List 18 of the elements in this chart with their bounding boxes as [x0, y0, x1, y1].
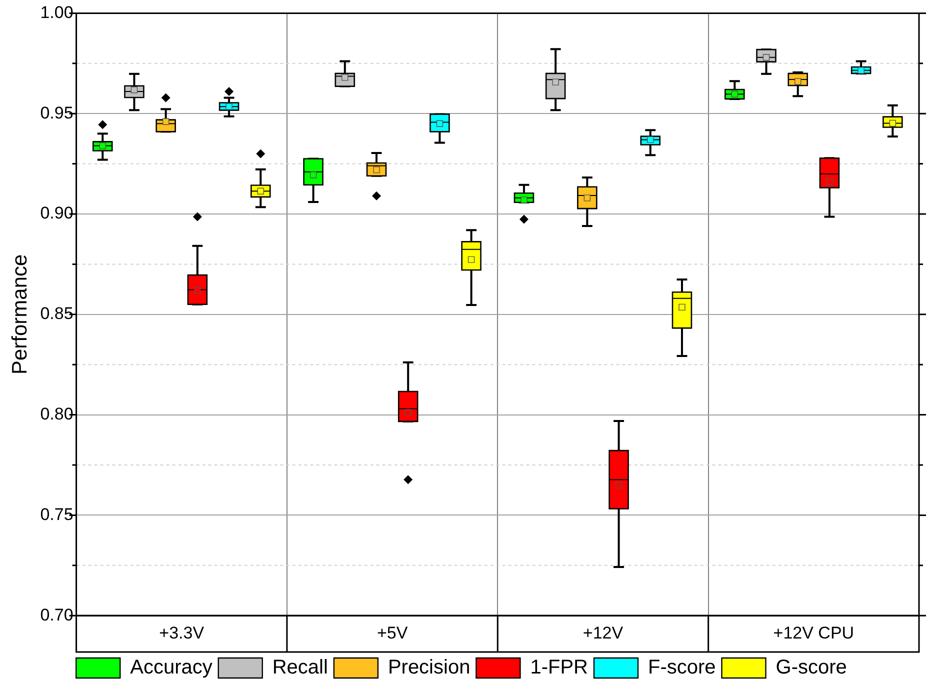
- legend-label: Recall: [272, 656, 328, 679]
- legend-label: G-score: [776, 656, 847, 679]
- y-tick-label: 0.70: [40, 605, 74, 624]
- y-tick-label: 0.90: [40, 204, 74, 223]
- y-tick-label: 0.75: [40, 504, 74, 524]
- y-tick-label: 0.95: [40, 103, 74, 122]
- x-tick-label: +12V CPU: [773, 623, 854, 642]
- x-tick-label: +5V: [376, 623, 408, 642]
- y-tick-label: 0.80: [40, 404, 74, 424]
- x-tick-label: +12V: [582, 623, 624, 642]
- legend-label: 1-FPR: [530, 656, 588, 679]
- legend-label: F-score: [648, 656, 716, 679]
- y-tick-label: 1.00: [40, 2, 74, 22]
- x-tick-label: +3.3V: [159, 623, 205, 642]
- y-axis-title: Performance: [8, 254, 32, 375]
- y-tick-label: 0.85: [40, 304, 74, 324]
- legend-label: Accuracy: [130, 656, 212, 679]
- legend-label: Precision: [388, 656, 470, 679]
